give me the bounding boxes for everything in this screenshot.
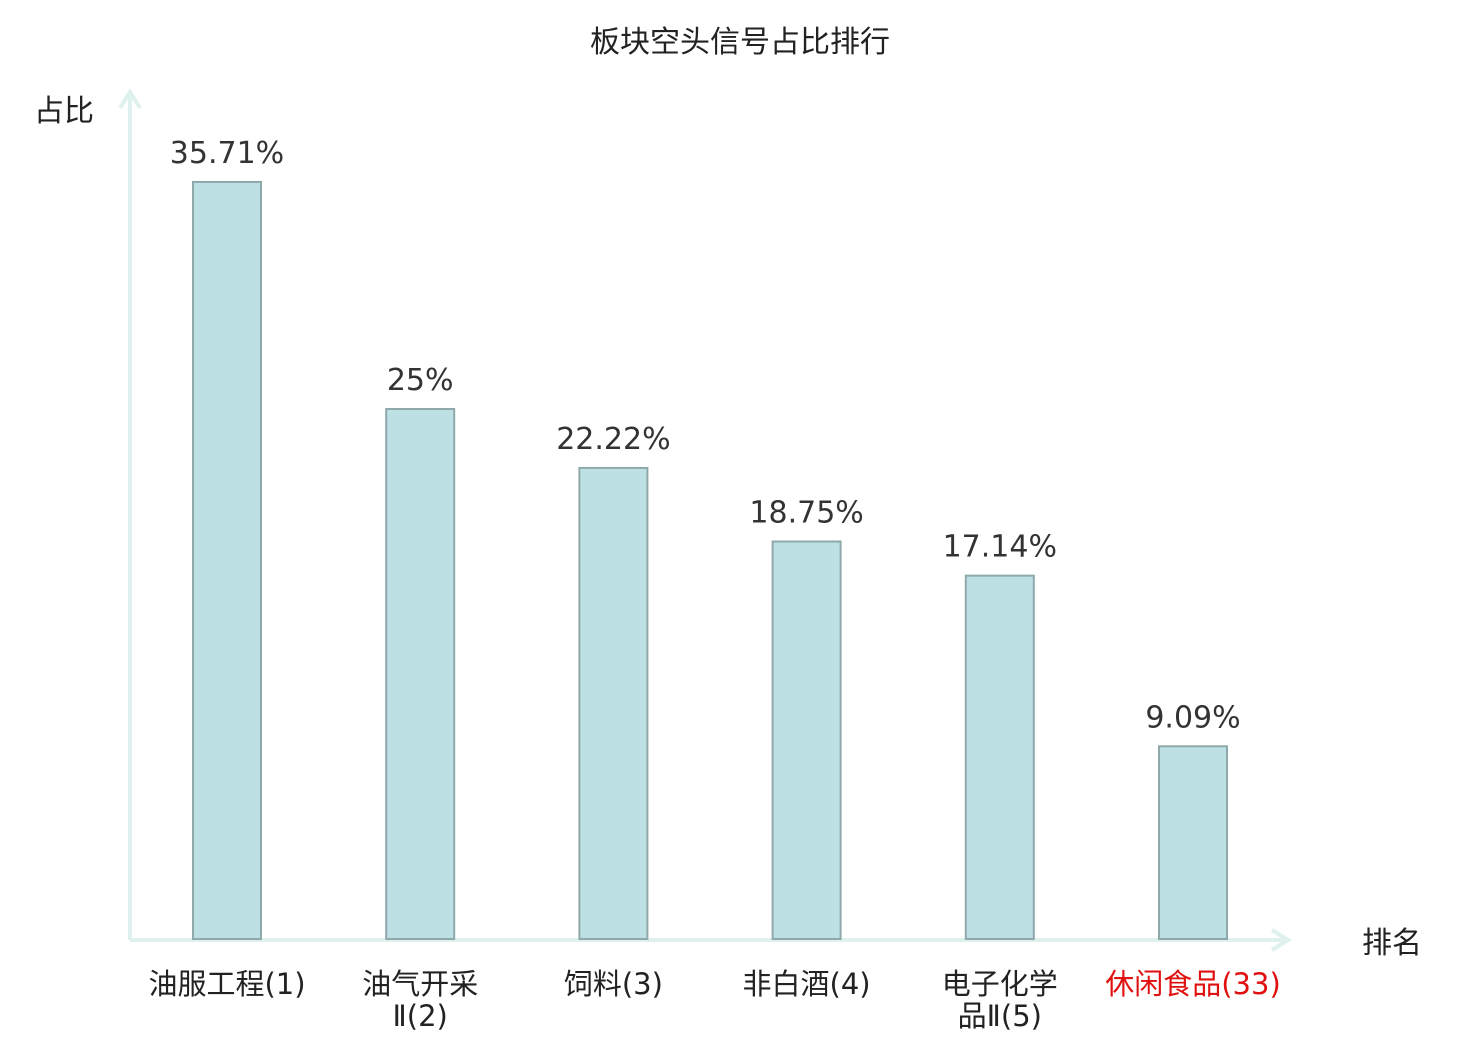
- bar: [385, 408, 456, 940]
- category-label: 休闲食品(33): [1105, 967, 1281, 1001]
- category-label: Ⅱ(2): [393, 999, 448, 1033]
- category-label: 油气开采: [362, 967, 478, 1001]
- y-axis-arrow: [118, 88, 142, 110]
- bars-group: [192, 180, 1228, 941]
- x-axis-label: 排名: [1362, 926, 1422, 961]
- axes: [118, 88, 1292, 952]
- value-labels-group: 35.71% 25% 22.22% 18.75% 17.14% 9.09%: [170, 136, 1241, 735]
- bar: [192, 180, 262, 940]
- value-label: 22.22%: [556, 422, 670, 457]
- bar: [578, 466, 649, 940]
- x-axis-arrow: [1270, 928, 1292, 952]
- value-label: 18.75%: [749, 496, 863, 531]
- value-label: 25%: [387, 363, 454, 398]
- category-label: 油服工程(1): [148, 967, 305, 1001]
- bar: [964, 574, 1035, 941]
- value-label: 17.14%: [943, 530, 1057, 565]
- bar: [771, 540, 842, 940]
- category-label: 品Ⅱ(5): [958, 999, 1042, 1033]
- value-label: 9.09%: [1145, 700, 1240, 735]
- category-label: 电子化学: [942, 967, 1058, 1001]
- y-axis-label: 占比: [34, 94, 94, 129]
- value-label: 35.71%: [170, 136, 284, 171]
- chart-title: 板块空头信号占比排行: [590, 25, 890, 60]
- bar: [1158, 745, 1228, 940]
- category-label: 饲料(3): [564, 967, 663, 1001]
- category-label: 非白酒(4): [743, 967, 871, 1001]
